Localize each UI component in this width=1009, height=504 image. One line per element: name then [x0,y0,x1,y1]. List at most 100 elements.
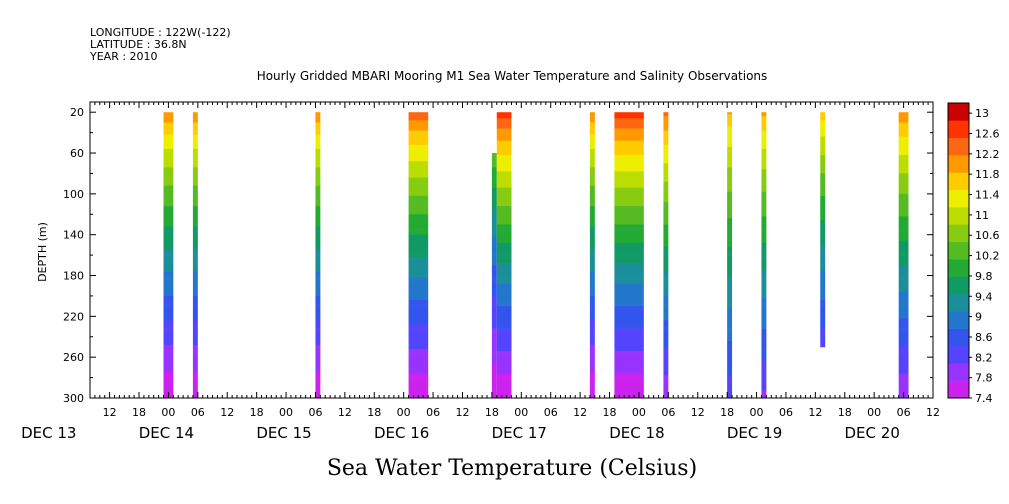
data-cell [761,277,767,280]
data-cell [491,222,497,225]
data-cell [614,289,644,293]
day-label: DEC 13 [21,424,76,442]
data-cell [727,293,733,297]
data-cell [408,171,429,174]
y-tick-label: 220 [63,310,84,323]
data-cell [491,351,497,354]
data-cell [496,218,512,221]
data-cell [663,363,669,366]
data-cell [491,377,497,380]
data-cell [408,236,429,240]
data-cell [163,132,174,135]
data-cell [491,214,497,217]
data-cell [898,371,909,374]
data-cell [727,316,733,319]
data-cell [163,287,174,291]
data-cell [663,365,669,368]
data-cell [663,344,669,348]
data-cell [589,297,595,301]
data-cell [898,279,909,282]
data-cell [315,148,321,152]
data-cell [496,304,512,307]
data-cell [589,242,595,246]
data-cell [408,155,429,158]
data-cell [496,195,512,199]
data-cell [163,369,174,372]
data-cell [589,293,595,297]
data-cell [496,295,512,299]
data-cell [820,277,826,280]
data-cell [614,304,644,307]
data-cell [496,269,512,272]
data-cell [820,314,826,317]
data-cell [163,293,174,297]
data-cell [820,116,826,119]
data-cell [663,314,669,317]
data-cell [163,359,174,362]
data-cell [727,220,733,223]
data-cell [898,234,909,238]
data-cell [898,310,909,313]
data-cell [491,349,497,352]
data-cell [898,153,909,156]
data-cell [898,212,909,215]
data-cell [761,263,767,266]
data-cell [491,373,497,376]
data-cell [315,244,321,248]
data-cell [192,175,198,178]
data-cell [163,271,174,274]
data-cell [408,355,429,358]
data-cell [898,336,909,340]
data-cell [727,355,733,358]
data-cell [727,365,733,368]
data-cell [192,310,198,313]
data-cell [315,334,321,338]
data-cell [192,349,198,352]
data-cell [663,183,669,186]
data-cell [315,236,321,240]
hour-tick-label: 00 [867,406,881,419]
data-cell [727,161,733,164]
data-cell [589,226,595,229]
data-cell [589,373,595,376]
data-cell [820,183,826,186]
data-cell [589,122,595,125]
data-cell [820,304,826,307]
data-cell [163,320,174,323]
data-cell [614,349,644,352]
data-cell [315,314,321,317]
data-cell [408,308,429,311]
data-cell [408,206,429,209]
data-cell [820,324,826,327]
data-cell [491,242,497,246]
data-cell [408,150,429,154]
data-cell [589,361,595,364]
data-cell [163,142,174,146]
data-cell [589,275,595,278]
data-cell [898,197,909,201]
data-cell [727,208,733,211]
data-cell [761,295,767,299]
hour-tick-label: 18 [838,406,852,419]
data-cell [192,295,198,299]
data-cell [192,281,198,284]
data-cell [408,369,429,372]
data-cell [315,344,321,348]
data-cell [163,181,174,184]
data-cell [761,187,767,191]
data-cell [614,183,644,186]
data-cell [898,130,909,133]
data-cell [898,363,909,366]
data-cell [727,336,733,340]
data-cell [408,344,429,348]
data-cell [589,349,595,352]
y-tick-label: 260 [63,351,84,364]
data-cell [614,177,644,180]
colorbar-swatch [948,189,969,208]
data-cell [727,218,733,221]
data-cell [614,346,644,350]
data-cell [761,308,767,311]
data-cell [663,134,669,137]
data-cell [315,114,321,117]
